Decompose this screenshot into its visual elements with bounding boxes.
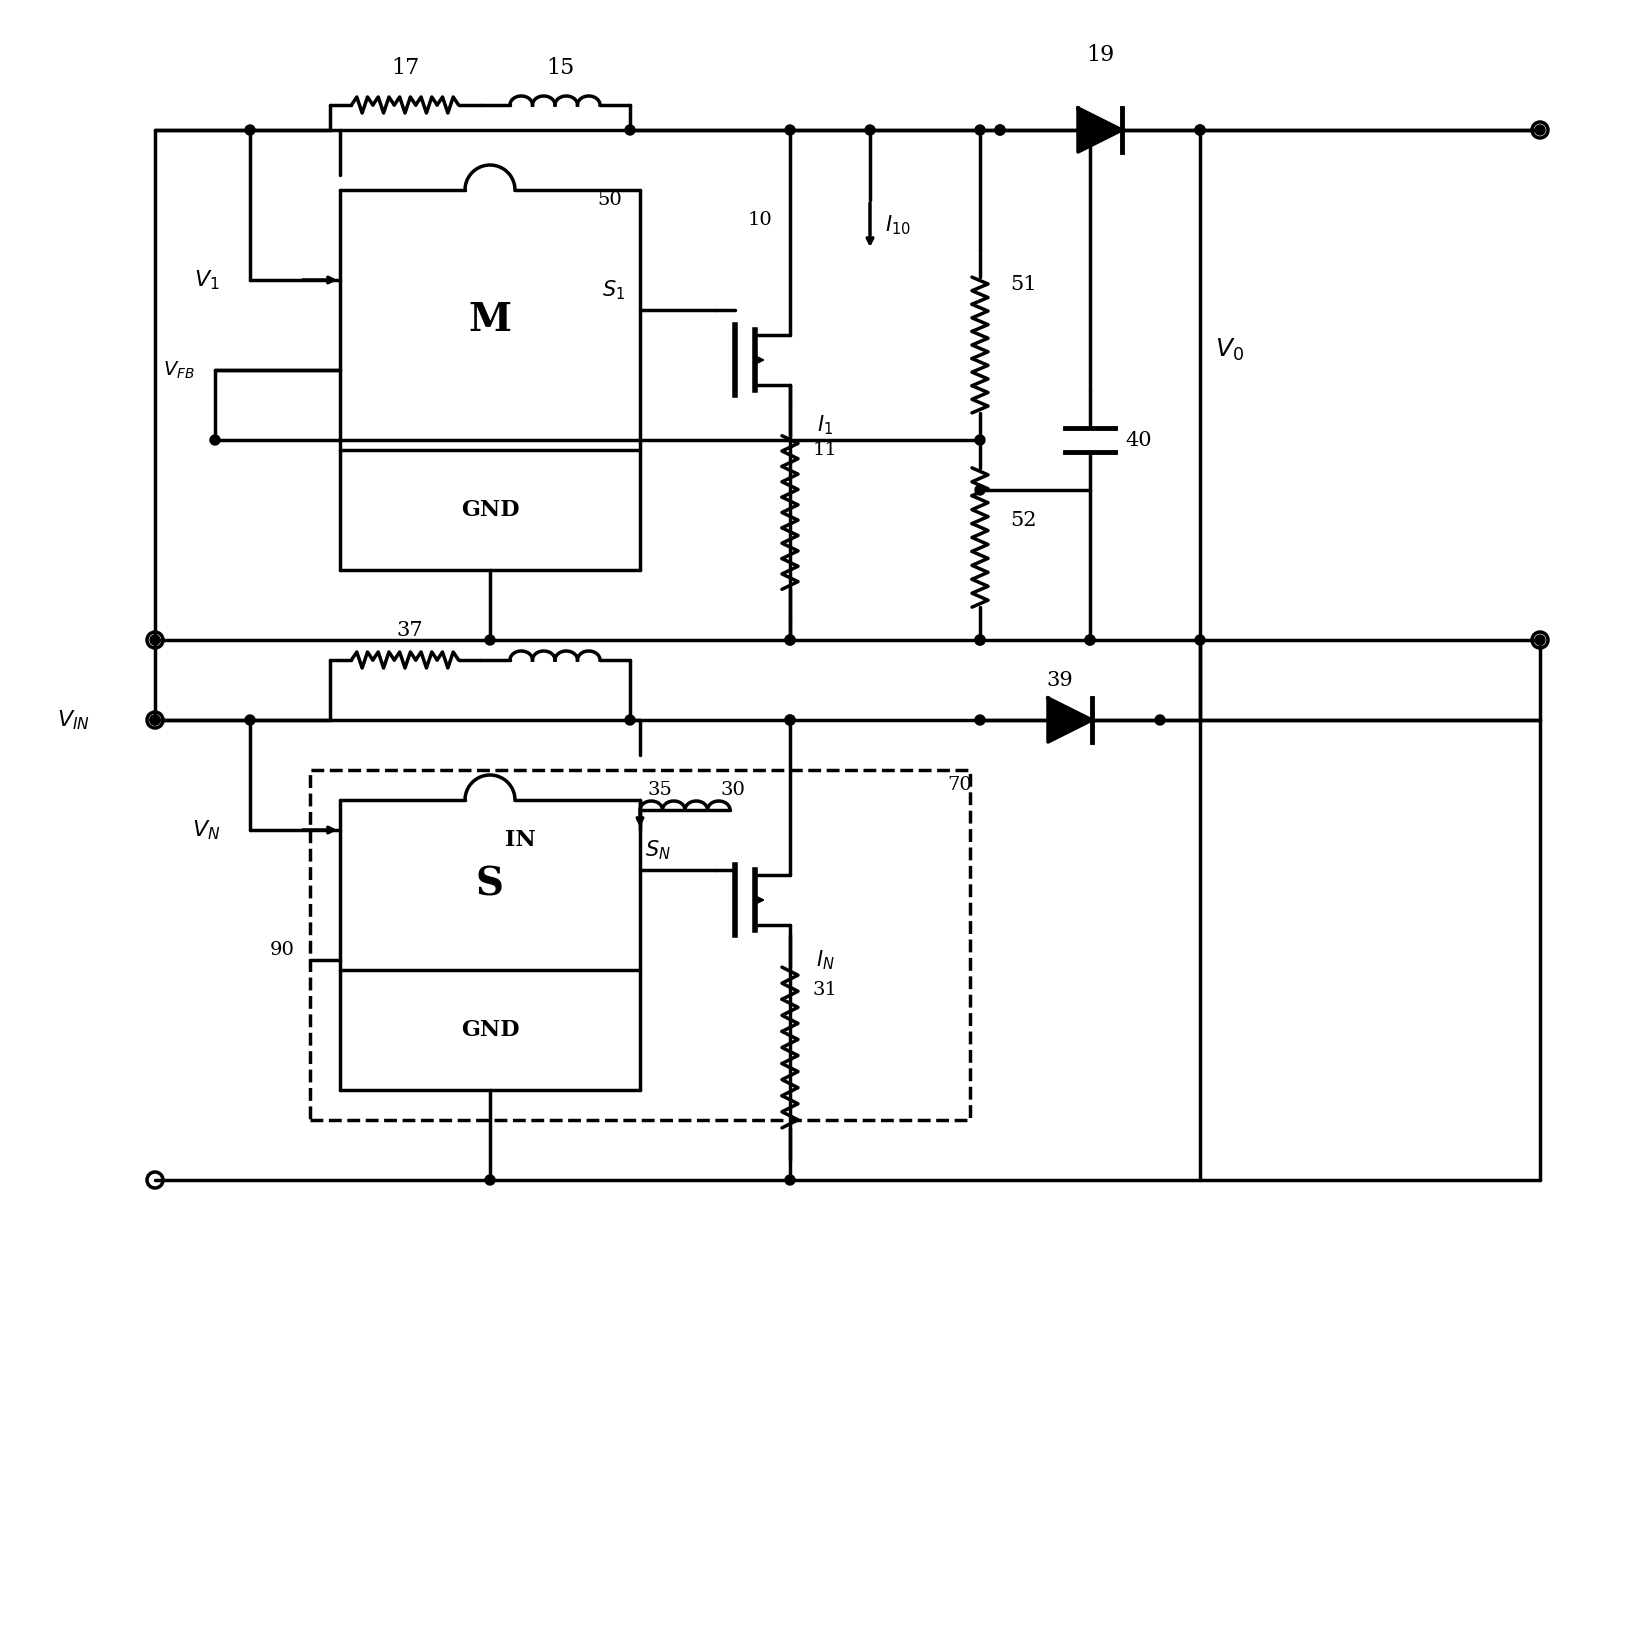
Polygon shape bbox=[1078, 107, 1123, 152]
Circle shape bbox=[150, 715, 160, 725]
Circle shape bbox=[784, 634, 796, 644]
Circle shape bbox=[485, 1175, 495, 1184]
Circle shape bbox=[976, 634, 986, 644]
Circle shape bbox=[1085, 634, 1095, 644]
Text: S: S bbox=[475, 866, 504, 904]
Circle shape bbox=[626, 126, 636, 135]
Text: $S_1$: $S_1$ bbox=[603, 278, 626, 302]
Text: 40: 40 bbox=[1124, 431, 1152, 449]
Text: 11: 11 bbox=[812, 441, 837, 459]
Circle shape bbox=[150, 715, 160, 725]
Text: $S_N$: $S_N$ bbox=[646, 838, 670, 862]
Text: $I_N$: $I_N$ bbox=[816, 948, 834, 971]
Text: 19: 19 bbox=[1086, 45, 1114, 66]
Text: $V_{IN}$: $V_{IN}$ bbox=[58, 709, 91, 732]
Text: 35: 35 bbox=[647, 781, 672, 800]
Text: IN: IN bbox=[505, 829, 535, 851]
Circle shape bbox=[865, 126, 875, 135]
Circle shape bbox=[150, 634, 160, 644]
Text: 51: 51 bbox=[1010, 276, 1037, 294]
Circle shape bbox=[996, 126, 1005, 135]
Text: 52: 52 bbox=[1010, 510, 1037, 530]
Circle shape bbox=[210, 434, 220, 444]
Text: $V_{FB}$: $V_{FB}$ bbox=[163, 360, 195, 380]
Circle shape bbox=[244, 715, 254, 725]
Circle shape bbox=[1085, 126, 1095, 135]
Circle shape bbox=[1195, 634, 1205, 644]
Text: 70: 70 bbox=[948, 776, 972, 795]
Text: 30: 30 bbox=[720, 781, 745, 800]
Circle shape bbox=[1195, 126, 1205, 135]
Text: $I_1$: $I_1$ bbox=[817, 413, 834, 436]
Circle shape bbox=[244, 126, 254, 135]
Text: 50: 50 bbox=[598, 192, 622, 210]
Text: $V_0$: $V_0$ bbox=[1215, 337, 1245, 363]
Circle shape bbox=[976, 434, 986, 444]
Bar bbox=[310, 770, 971, 1120]
Circle shape bbox=[784, 1175, 796, 1184]
Text: $V_1$: $V_1$ bbox=[195, 268, 220, 292]
Circle shape bbox=[626, 715, 636, 725]
Circle shape bbox=[1156, 715, 1166, 725]
Text: 31: 31 bbox=[812, 981, 837, 999]
Polygon shape bbox=[1048, 699, 1091, 742]
Circle shape bbox=[1535, 634, 1545, 644]
Text: GND: GND bbox=[461, 499, 520, 520]
Text: 90: 90 bbox=[271, 942, 296, 960]
Circle shape bbox=[1195, 126, 1205, 135]
Circle shape bbox=[996, 126, 1005, 135]
Text: 17: 17 bbox=[391, 58, 419, 79]
Circle shape bbox=[784, 126, 796, 135]
Text: 37: 37 bbox=[396, 621, 423, 639]
Text: 39: 39 bbox=[1047, 671, 1073, 689]
Circle shape bbox=[976, 486, 986, 496]
Circle shape bbox=[1535, 126, 1545, 135]
Circle shape bbox=[784, 715, 796, 725]
Circle shape bbox=[976, 715, 986, 725]
Text: GND: GND bbox=[461, 1019, 520, 1041]
Circle shape bbox=[784, 715, 796, 725]
Circle shape bbox=[976, 126, 986, 135]
Text: $I_{10}$: $I_{10}$ bbox=[885, 213, 911, 236]
Circle shape bbox=[976, 634, 986, 644]
Circle shape bbox=[784, 634, 796, 644]
Text: M: M bbox=[469, 301, 512, 339]
Circle shape bbox=[1085, 634, 1095, 644]
Circle shape bbox=[485, 634, 495, 644]
Text: 15: 15 bbox=[546, 58, 575, 79]
Text: $V_N$: $V_N$ bbox=[192, 818, 220, 843]
Text: 10: 10 bbox=[748, 211, 773, 230]
